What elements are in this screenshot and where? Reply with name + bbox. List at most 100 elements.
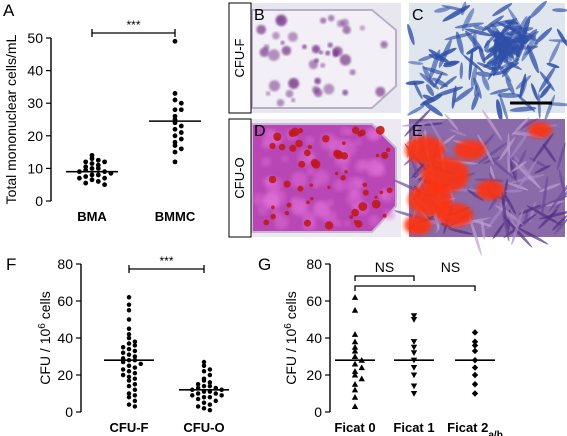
colony [327,185,331,190]
cell [500,61,515,69]
fiber [538,209,558,229]
cell [488,47,502,53]
cell [531,83,539,101]
colony [385,147,391,152]
fiber [423,122,443,126]
colony [340,175,346,181]
cell [438,38,452,68]
panel-label-g: G [258,255,271,274]
colony-halo [306,167,315,176]
fiber [548,177,567,212]
data-point [172,159,178,165]
colony [275,136,280,142]
fiber [502,210,510,242]
colony-halo [253,193,266,206]
data-point [126,341,132,346]
cfu-f-colonies [256,14,388,107]
significance-label: *** [159,254,173,268]
x-category-label: BMMC [155,209,196,224]
cell [473,25,486,31]
y-tick-label: 0 [314,404,322,420]
colony-halo [258,205,268,215]
fiber [447,228,473,235]
colony [349,215,354,219]
cell [519,78,528,99]
cell [454,22,485,29]
fiber [507,182,529,191]
fiber [510,127,532,159]
data-point [178,146,184,152]
data-point [410,350,418,356]
cell [497,92,522,98]
photo-b-cfu-f-flask: CFU-F B [228,2,401,114]
data-point [358,364,365,371]
colony [276,98,285,107]
colony [327,42,333,48]
fiber [492,222,505,239]
cell [444,32,474,41]
colony [278,143,286,151]
colony [283,180,291,188]
colony-halo [261,156,272,167]
y-tick-label: 20 [57,367,73,383]
colony [272,31,280,40]
fiber [499,136,516,161]
cell [423,67,449,76]
fiber [511,160,527,172]
cell [552,8,567,13]
data-point [351,338,359,345]
panel-label-f: F [6,255,16,274]
fiber [473,220,493,227]
colony [380,40,388,49]
data-point [351,394,359,400]
data-point [195,404,201,409]
data-point [178,130,184,135]
cell [433,72,443,88]
colony [319,50,324,55]
data-point [126,391,132,396]
x-category-label: CFU-F [110,420,149,435]
data-point [178,100,184,106]
cell [407,105,425,116]
fiber [534,164,551,174]
colony [349,69,356,76]
y-tick-label: 20 [27,128,43,144]
data-point [83,159,89,165]
cell [509,106,537,112]
cell [407,61,424,65]
colony [270,213,276,220]
data-point [201,406,207,411]
data-point [351,360,359,367]
colony [285,89,294,98]
data-point [410,313,418,319]
data-point [190,393,195,398]
mineral-deposit [476,180,504,200]
data-point [201,363,207,368]
colony [325,50,331,56]
photo-d-cfu-o-flask: CFU-O D [228,118,401,238]
fiber [467,189,484,201]
colony-halo [368,215,380,227]
data-point [358,375,365,382]
cell [544,94,556,123]
data-point [126,302,132,307]
cell [534,27,553,45]
cell [425,84,435,97]
data-point [77,175,82,181]
significance-label: NS [441,259,460,275]
colony [359,129,366,136]
data-point [471,371,479,379]
cell [539,71,555,92]
cell [517,38,529,52]
colony-halo [328,150,335,158]
y-tick-label: 10 [27,160,43,176]
data-point [351,353,359,360]
cell [556,28,567,46]
colony-halo [343,220,351,227]
colony [306,200,310,205]
cell [548,41,561,64]
cell [481,75,490,91]
colony [336,19,344,28]
fiber [468,215,482,257]
